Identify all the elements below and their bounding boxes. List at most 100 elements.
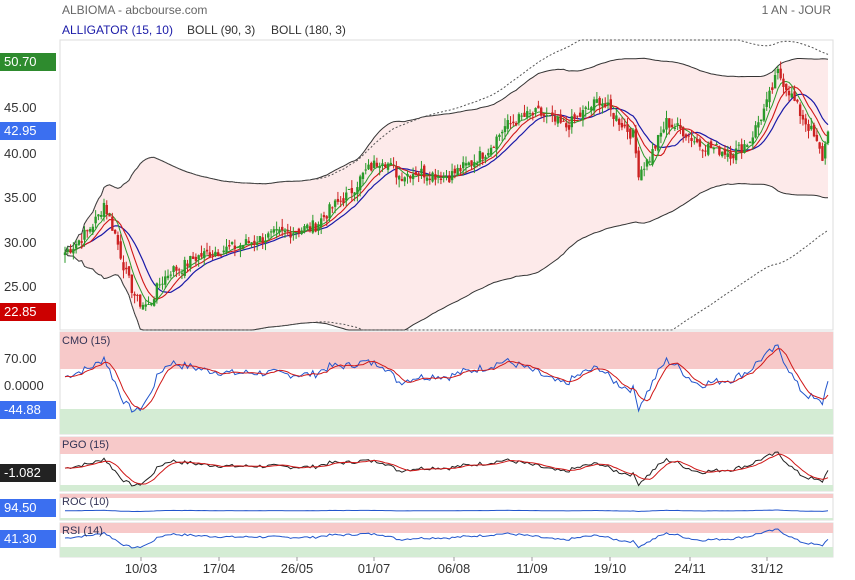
- candle-body: [640, 169, 643, 181]
- period-selector[interactable]: 1 AN - JOUR: [761, 3, 831, 17]
- candle-body: [136, 294, 139, 296]
- candle-body: [166, 275, 170, 279]
- candle-body: [367, 164, 370, 170]
- indicator-boll-180[interactable]: BOLL (180, 3): [271, 23, 346, 37]
- candle-body: [431, 172, 434, 182]
- candle-body: [378, 166, 381, 169]
- candle-body: [272, 229, 276, 233]
- low-price-badge: 22.85: [0, 303, 56, 321]
- candle-body: [654, 145, 657, 149]
- candle-body: [197, 255, 200, 259]
- candle-body: [152, 299, 156, 306]
- candle-body: [177, 269, 181, 271]
- candle-body: [69, 248, 72, 253]
- candle-body: [645, 159, 649, 167]
- candle-body: [325, 216, 328, 219]
- candle-body: [673, 127, 677, 129]
- chart-title: ALBIOMA - abcbourse.com: [62, 3, 208, 17]
- candle-body: [821, 146, 824, 161]
- candle-body: [356, 187, 359, 195]
- pgo-panel-overbought-zone: [60, 437, 833, 454]
- candle-body: [336, 198, 340, 202]
- price-tick-45: 45.00: [4, 100, 37, 115]
- candle-body: [303, 226, 306, 232]
- price-tick-30: 30.00: [4, 235, 37, 250]
- candle-body: [478, 151, 482, 163]
- candle-body: [125, 267, 128, 270]
- candle-body: [386, 163, 390, 170]
- candle-body: [370, 162, 373, 171]
- cmo-tick-0: 0.0000: [4, 378, 44, 393]
- candle-body: [464, 163, 468, 166]
- bollinger-180-upper: [64, 39, 829, 253]
- candle-body: [211, 254, 214, 256]
- candle-body: [208, 252, 212, 257]
- candle-body: [609, 99, 612, 110]
- candle-body: [253, 240, 256, 244]
- candle-body: [693, 141, 696, 143]
- candle-body: [417, 173, 420, 175]
- cmo-signal-line: [64, 348, 829, 410]
- candle-body: [626, 124, 629, 132]
- candle-body: [584, 107, 587, 110]
- candle-body: [517, 114, 521, 123]
- candle-body: [620, 122, 624, 128]
- candle-body: [684, 134, 688, 138]
- indicator-boll-90[interactable]: BOLL (90, 3): [187, 23, 256, 37]
- candle-body: [826, 131, 830, 144]
- candle-body: [470, 160, 473, 166]
- candle-body: [701, 150, 704, 152]
- candle-body: [576, 115, 579, 117]
- candle-body: [150, 303, 153, 306]
- candle-body: [445, 176, 448, 178]
- candle-body: [810, 125, 813, 130]
- candle-body: [155, 283, 159, 301]
- candle-body: [732, 155, 735, 159]
- candle-body: [133, 293, 136, 296]
- candle-body: [317, 224, 320, 231]
- candle-body: [798, 104, 802, 116]
- roc-panel-frame: [59, 493, 834, 521]
- x-tick-label: 06/08: [437, 561, 471, 576]
- candle-body: [328, 204, 331, 219]
- price-tick-35: 35.00: [4, 190, 37, 205]
- candle-body: [214, 251, 217, 257]
- candle-body: [768, 90, 771, 103]
- candle-body: [314, 223, 317, 232]
- candle-body: [779, 68, 782, 79]
- candle-body: [350, 187, 354, 194]
- cmo-label[interactable]: CMO (15): [62, 335, 111, 347]
- candle-body: [567, 125, 571, 130]
- indicator-alligator[interactable]: ALLIGATOR (15, 10): [62, 23, 173, 37]
- pgo-label[interactable]: PGO (15): [62, 439, 110, 451]
- candle-body: [392, 164, 395, 166]
- candle-body: [100, 214, 103, 217]
- candle-body: [406, 173, 409, 177]
- candle-body: [183, 259, 186, 276]
- candle-body: [662, 129, 665, 133]
- candle-body: [615, 115, 618, 121]
- candle-body: [116, 234, 120, 245]
- candle-body: [86, 230, 89, 232]
- candle-body: [489, 147, 493, 155]
- candle-body: [648, 161, 651, 163]
- candle-body: [275, 228, 278, 231]
- candle-body: [423, 165, 426, 178]
- rsi-label[interactable]: RSI (14): [62, 525, 103, 537]
- candle-body: [247, 240, 250, 244]
- candle-body: [523, 112, 526, 117]
- candle-body: [484, 156, 487, 159]
- candle-body: [704, 150, 707, 152]
- candle-body: [606, 102, 610, 106]
- candle-body: [113, 229, 117, 234]
- candle-body: [269, 231, 273, 233]
- candle-body: [400, 179, 404, 181]
- candle-body: [236, 246, 239, 249]
- x-tick-label: 24/11: [674, 561, 706, 576]
- roc-label[interactable]: ROC (10): [62, 496, 110, 508]
- cmo-tick-70: 70.00: [4, 351, 37, 366]
- bollinger-90-band-fill: [65, 58, 828, 331]
- candle-body: [283, 230, 287, 233]
- candle-body: [216, 252, 220, 256]
